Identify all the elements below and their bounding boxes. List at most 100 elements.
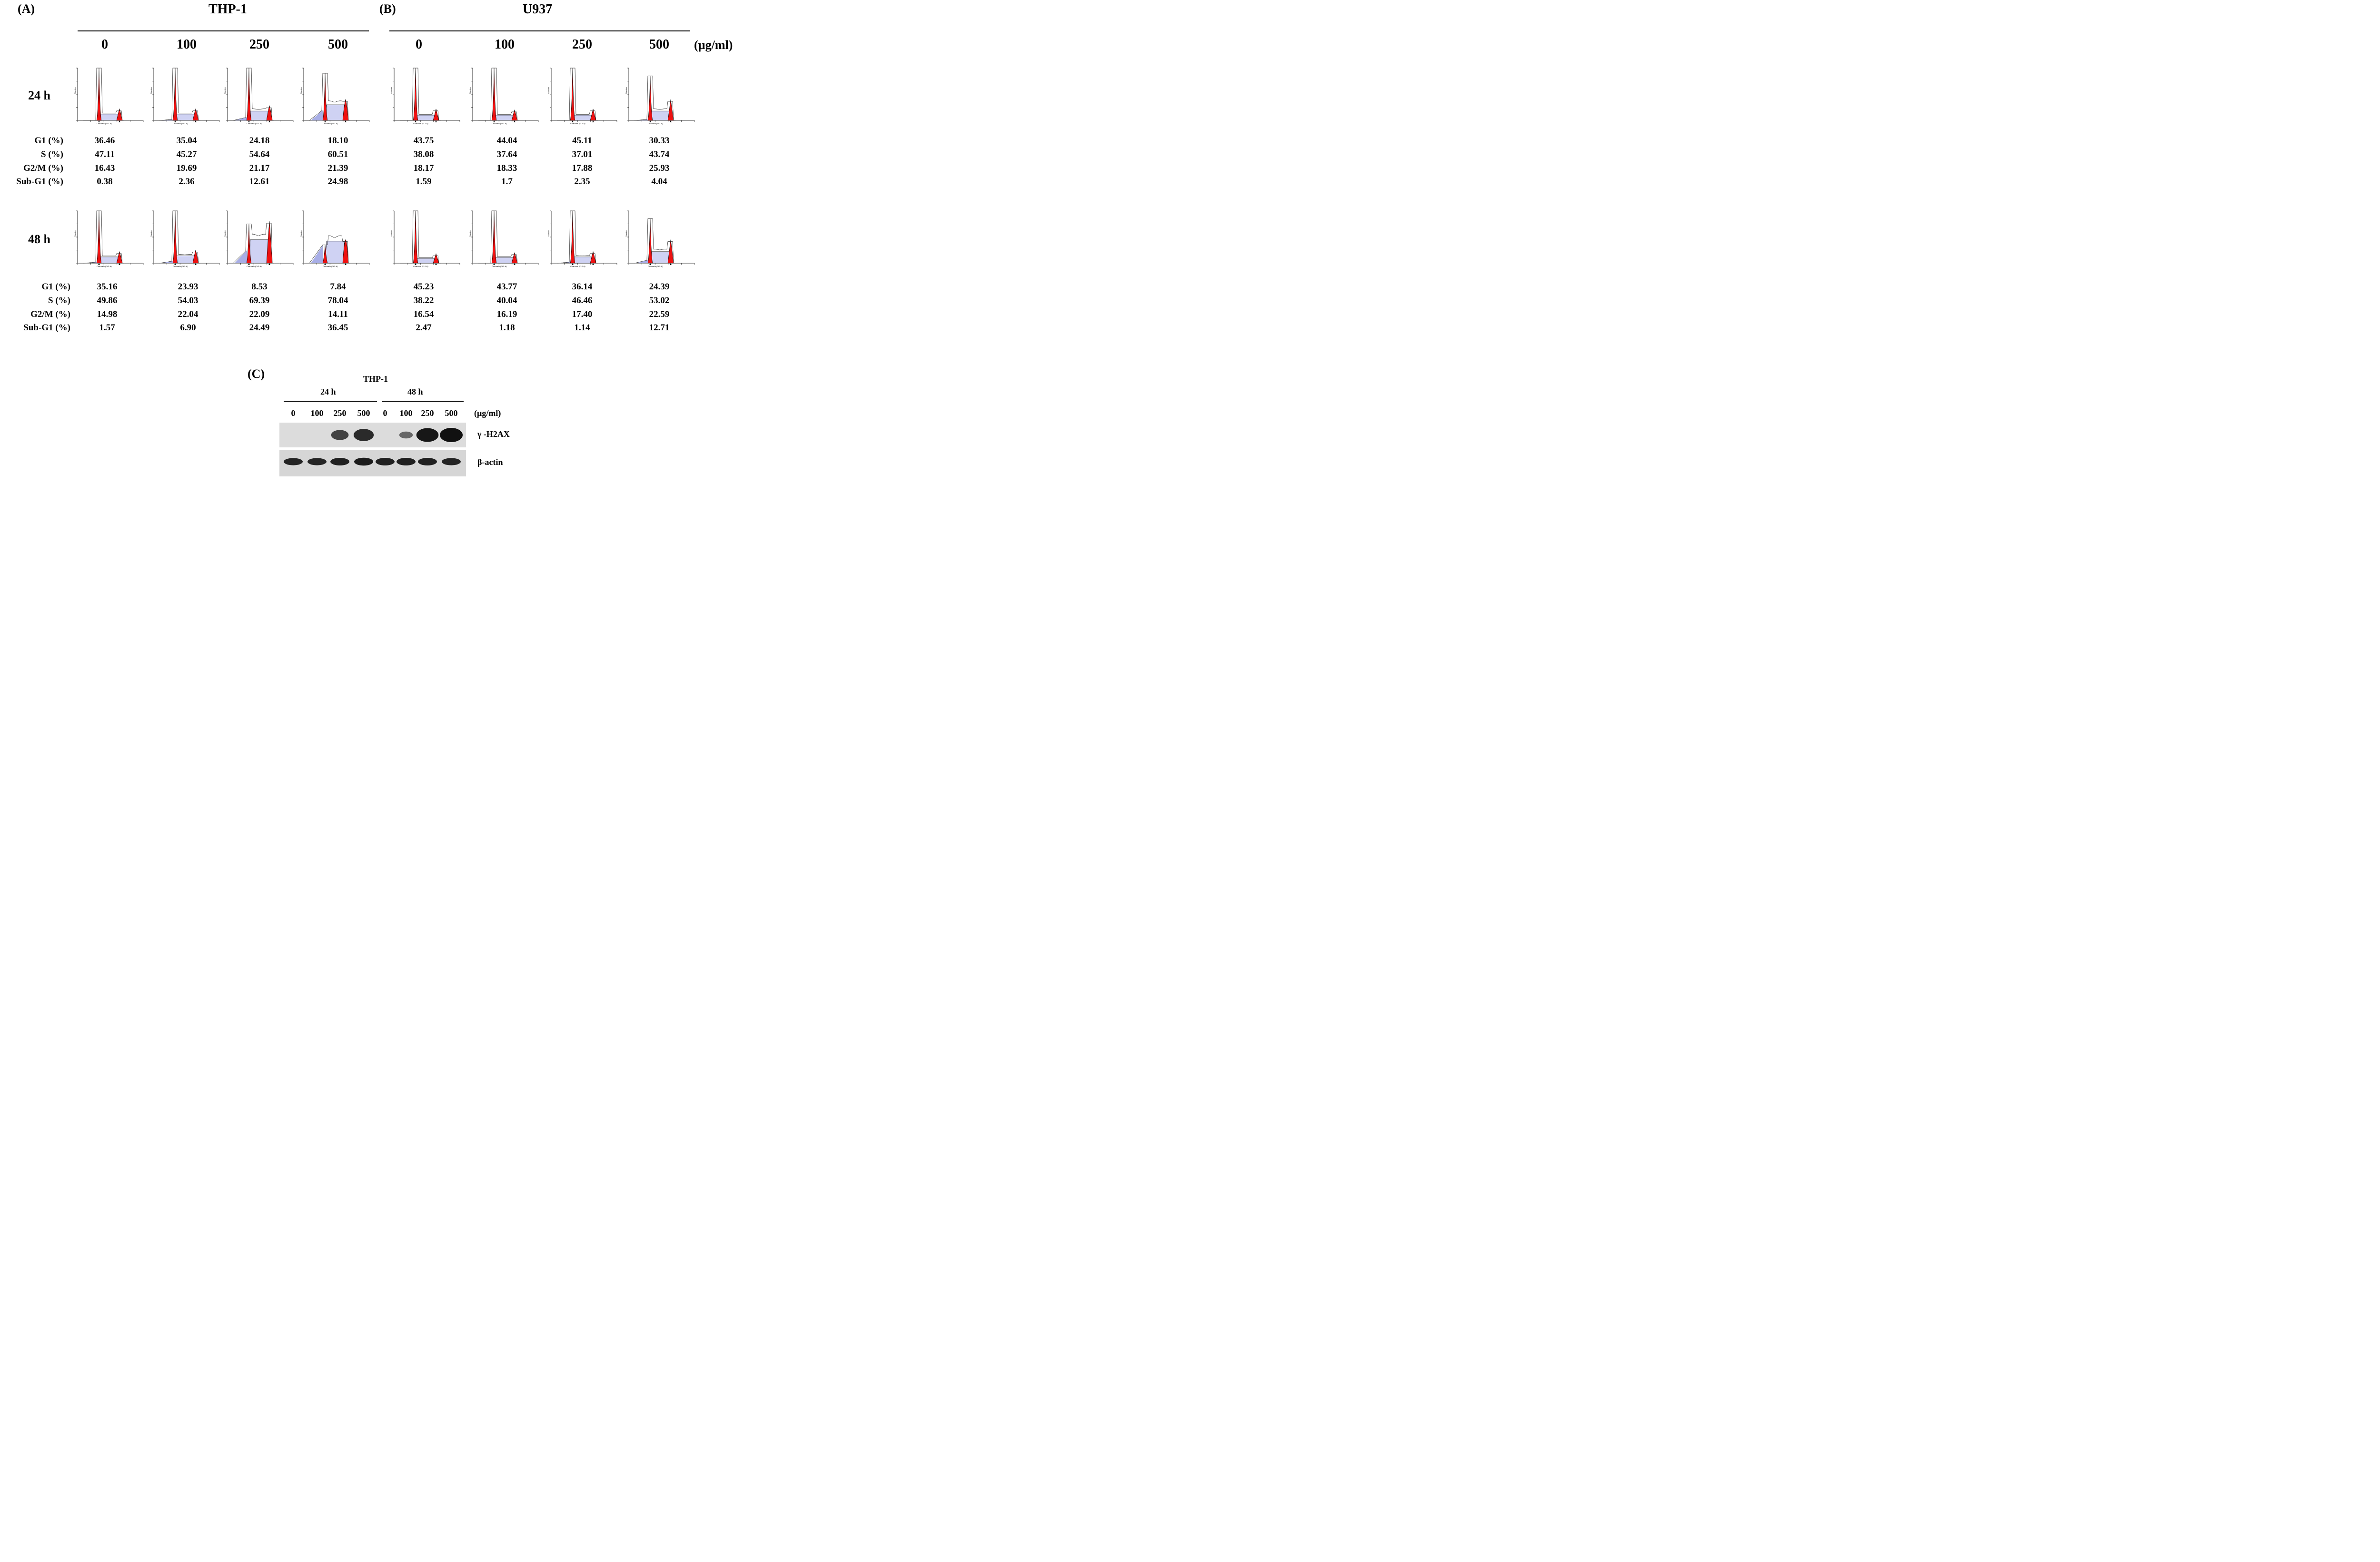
actin-band: [442, 458, 461, 465]
g1-peak: [96, 210, 102, 264]
g1-peak: [491, 210, 497, 264]
table-cell: 46.46: [572, 296, 593, 306]
raw-data-trace: [557, 68, 598, 121]
raw-data-trace: [478, 210, 519, 264]
g2m-peak: [116, 251, 123, 264]
histogram-thp1-48h-500: Number Channels (FL2-A): [300, 210, 370, 267]
table-cell: 45.11: [572, 136, 592, 146]
table-cell: 1.59: [416, 177, 432, 187]
table-cell: 22.09: [249, 309, 270, 319]
h2ax-band: [416, 428, 439, 442]
y-axis-label: Number: [150, 229, 152, 237]
row-label: S (%): [48, 296, 70, 306]
table-cell: 35.16: [97, 282, 118, 292]
subg1-area: [311, 245, 323, 263]
panel-b-cell-line: U937: [523, 2, 553, 17]
actin-band: [418, 458, 437, 465]
table-cell: 8.53: [251, 282, 268, 292]
actin-band: [397, 458, 416, 465]
row-label: Sub-G1 (%): [16, 177, 63, 187]
g1-peak: [172, 210, 178, 264]
g2m-peak: [342, 239, 349, 264]
peak-marker: [493, 263, 495, 265]
table-cell: 45.23: [413, 282, 434, 292]
x-axis-label: Channels (FL2-A): [323, 265, 338, 267]
table-cell: 53.02: [649, 296, 670, 306]
table-cell: 37.64: [496, 149, 517, 159]
peak-marker: [268, 120, 270, 122]
peak-marker: [345, 263, 347, 265]
table-cell: 1.18: [499, 323, 515, 333]
g1-peak: [172, 68, 178, 121]
table-cell: 22.04: [178, 309, 198, 319]
raw-data-trace: [309, 73, 350, 121]
x-axis-label: Channels (FL2-A): [413, 122, 428, 125]
table-cell: 36.46: [94, 136, 115, 146]
x-axis-label: Channels (FL2-A): [492, 122, 507, 125]
h2ax-band: [331, 430, 349, 440]
h2ax-band: [353, 429, 374, 441]
subg1-area: [311, 110, 323, 120]
histogram-u937-24h-500: Number Channels (FL2-A): [625, 68, 695, 125]
raw-data-trace: [400, 68, 441, 121]
wb-lane-label: 250: [333, 408, 347, 418]
wb-lane-label: 500: [445, 408, 458, 418]
concentration-unit: (µg/ml): [694, 38, 733, 52]
table-cell: 30.33: [649, 136, 670, 146]
table-cell: 1.7: [501, 177, 513, 187]
peak-marker: [119, 263, 120, 265]
table-cell: 36.45: [327, 323, 348, 333]
y-axis-label: Number: [300, 87, 302, 94]
table-cell: 17.88: [572, 163, 593, 173]
peak-marker: [592, 263, 594, 265]
s-phase-area: [572, 257, 594, 264]
histogram-u937-48h-500: Number Channels (FL2-A): [625, 210, 695, 267]
actin-band: [307, 458, 327, 465]
raw-data-trace: [556, 210, 598, 264]
table-cell: 4.04: [651, 177, 667, 187]
time-label-48h: 48 h: [28, 232, 50, 246]
x-axis-label: Channels (FL2-A): [173, 122, 188, 125]
table-cell: 22.59: [649, 309, 670, 319]
table-cell: 25.93: [649, 163, 670, 173]
histogram-thp1-48h-250: Number Channels (FL2-A): [224, 210, 294, 267]
histogram-thp1-24h-500: Number Channels (FL2-A): [300, 68, 370, 125]
thp1-conc-500: 500: [328, 37, 348, 52]
table-cell: 60.51: [327, 149, 348, 159]
table-cell: 7.84: [330, 282, 346, 292]
actin-band: [330, 458, 349, 465]
s-phase-area: [494, 115, 515, 121]
raw-data-trace: [83, 68, 124, 121]
table-cell: 49.86: [97, 296, 118, 306]
table-cell: 14.98: [97, 309, 118, 319]
table-cell: 21.39: [327, 163, 348, 173]
g2m-peak: [266, 105, 273, 121]
y-axis-label: Number: [224, 87, 226, 94]
g2m-peak: [266, 221, 273, 264]
raw-data-trace: [634, 76, 675, 121]
table-cell: 12.61: [249, 177, 270, 187]
g2m-peak: [511, 109, 518, 121]
peak-marker: [572, 263, 574, 265]
peak-marker: [324, 120, 326, 122]
table-cell: 40.04: [496, 296, 517, 306]
raw-data-trace: [159, 68, 200, 121]
table-cell: 17.40: [572, 309, 593, 319]
table-cell: 2.35: [574, 177, 590, 187]
wb-lane-label: 250: [421, 408, 434, 418]
peak-marker: [649, 120, 651, 122]
panel-a-cell-line: THP-1: [208, 2, 247, 17]
band-label-h2ax: γ -H2AX: [477, 429, 510, 439]
peak-marker: [248, 120, 250, 122]
g2m-peak: [667, 99, 674, 121]
table-cell: 16.19: [496, 309, 517, 319]
g1-peak: [96, 68, 102, 121]
s-phase-area: [325, 241, 346, 264]
wb-unit: (µg/ml): [474, 408, 501, 418]
table-cell: 54.64: [249, 149, 270, 159]
y-axis-label: Number: [625, 87, 627, 94]
s-phase-area: [325, 104, 346, 121]
peak-marker: [98, 263, 100, 265]
raw-data-trace: [83, 210, 124, 264]
g2m-peak: [192, 250, 199, 264]
